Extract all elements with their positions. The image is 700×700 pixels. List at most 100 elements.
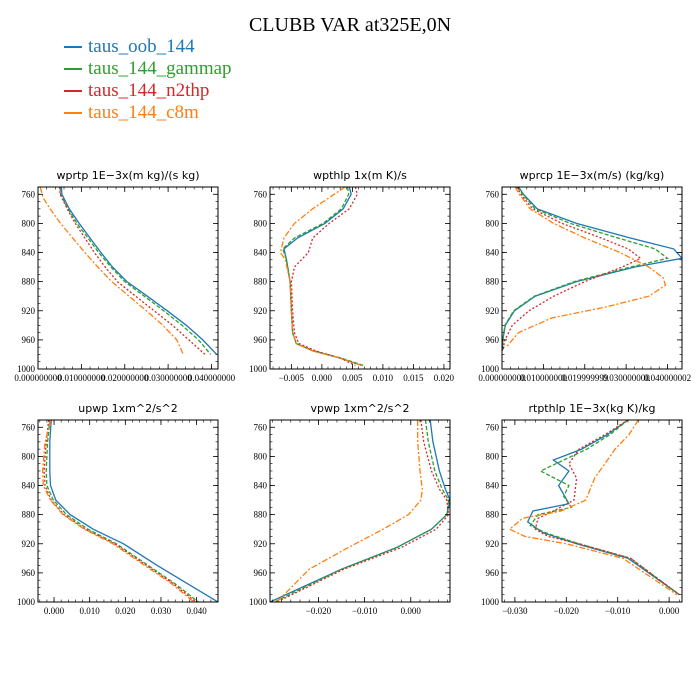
y-tick-label: 960	[486, 568, 500, 578]
x-tick-label: 0.000000000	[478, 373, 526, 383]
series-group	[502, 187, 682, 351]
y-tick-label: 760	[254, 189, 268, 199]
series-line-taus_144_n2thp	[502, 187, 642, 351]
chart-main-title: CLUBB VAR at325E,0N	[248, 14, 452, 36]
y-tick-label: 880	[254, 277, 268, 287]
x-tick-label: 0.005	[342, 373, 363, 383]
x-tick-label: 0.000	[312, 373, 333, 383]
subplot: wprtp 1E−3x(m kg)/(s kg) 760 800 840 880 920 9…	[14, 169, 235, 383]
y-tick-label: 1000	[249, 364, 268, 374]
legend-line-swatch	[64, 112, 82, 114]
y-tick-label: 760	[486, 189, 500, 199]
y-tick-label: 1000	[17, 364, 36, 374]
subplot-title: vpwp 1xm^2/s^2	[310, 402, 409, 415]
series-group	[41, 420, 218, 602]
x-tick-label: −0.020	[554, 606, 580, 616]
subplot: wpthlp 1x(m K)/s 760 800 840 880 920 960 1000 −0…	[249, 169, 455, 383]
legend-label: taus_144_n2thp	[88, 80, 210, 101]
series-group	[270, 420, 450, 602]
x-tick-label: −0.010	[605, 606, 631, 616]
legend: taus_oob_144 taus_144_gammap taus_144_n2…	[64, 36, 232, 124]
y-tick-label: 840	[486, 248, 500, 258]
series-line-taus_144_c8m	[41, 420, 195, 602]
x-tick-label: 0.000	[659, 606, 680, 616]
x-tick-label: −0.005	[279, 373, 305, 383]
plot-frame	[269, 419, 451, 603]
y-tick-label: 840	[254, 248, 268, 258]
y-tick-label: 960	[22, 335, 36, 345]
series-line-taus_oob_144	[283, 187, 362, 367]
legend-item: taus_oob_144	[64, 36, 232, 58]
series-line-taus_144_gammap	[59, 187, 212, 355]
plot-frame	[269, 186, 451, 370]
series-line-taus_144_c8m	[39, 187, 184, 355]
x-tick-label: 0.019999999	[561, 373, 609, 383]
x-tick-label: 0.020000000	[101, 373, 149, 383]
y-tick-label: 800	[254, 451, 268, 461]
x-tick-label: 0.030	[151, 606, 172, 616]
y-tick-label: 880	[22, 510, 36, 520]
legend-label: taus_144_gammap	[88, 58, 232, 79]
y-tick-label: 840	[486, 481, 500, 491]
plot-frame	[37, 186, 219, 370]
series-group	[39, 187, 218, 355]
legend-item: taus_144_c8m	[64, 102, 232, 124]
y-tick-label: 880	[486, 277, 500, 287]
y-tick-label: 920	[486, 306, 500, 316]
x-tick-label: 0.040000000	[188, 373, 236, 383]
legend-line-swatch	[64, 68, 82, 70]
x-tick-label: 0.040	[186, 606, 207, 616]
y-tick-label: 960	[254, 335, 268, 345]
series-line-taus_144_gammap	[529, 420, 680, 596]
legend-line-swatch	[64, 90, 82, 92]
y-tick-label: 840	[22, 481, 36, 491]
plot-frame	[501, 186, 683, 370]
series-line-taus_144_n2thp	[534, 420, 680, 596]
series-line-taus_144_gammap	[502, 187, 669, 351]
y-tick-label: 920	[254, 306, 268, 316]
x-tick-label: 0.000000000	[14, 373, 62, 383]
y-tick-label: 800	[254, 218, 268, 228]
plot-frame	[37, 419, 219, 603]
legend-label: taus_144_c8m	[88, 102, 199, 123]
subplot-title: wprcp 1E−3x(m/s) (kg/kg)	[520, 169, 665, 182]
y-tick-label: 960	[486, 335, 500, 345]
legend-item: taus_144_n2thp	[64, 80, 232, 102]
subplot-title: rtpthlp 1E−3x(kg K)/kg	[528, 402, 655, 415]
x-tick-label: 0.000	[44, 606, 65, 616]
subplot: wprcp 1E−3x(m/s) (kg/kg) 760 800 840 880 920 9…	[478, 169, 691, 383]
y-tick-label: 1000	[17, 597, 36, 607]
series-line-taus_144_c8m	[276, 420, 423, 602]
y-tick-label: 760	[486, 422, 500, 432]
x-tick-label: 0.010	[80, 606, 101, 616]
y-tick-label: 760	[22, 422, 36, 432]
legend-item: taus_144_gammap	[64, 58, 232, 80]
y-tick-label: 920	[486, 539, 500, 549]
x-tick-label: 0.010000000	[520, 373, 568, 383]
series-line-taus_144_n2thp	[43, 420, 197, 602]
x-tick-label: 0.020	[434, 373, 455, 383]
y-tick-label: 920	[22, 306, 36, 316]
y-tick-label: 880	[486, 510, 500, 520]
y-tick-label: 1000	[249, 597, 268, 607]
y-tick-label: 760	[254, 422, 268, 432]
y-tick-label: 880	[22, 277, 36, 287]
y-tick-label: 760	[22, 189, 36, 199]
subplot-title: wpthlp 1x(m K)/s	[313, 169, 407, 182]
subplot-title: upwp 1xm^2/s^2	[78, 402, 178, 415]
plot-frame	[501, 419, 683, 603]
series-line-taus_144_c8m	[505, 187, 667, 348]
series-line-taus_oob_144	[270, 420, 450, 602]
x-tick-label: 0.040000002	[644, 373, 691, 383]
series-line-taus_144_n2thp	[290, 187, 358, 366]
x-tick-label: 0.020	[115, 606, 136, 616]
x-tick-label: −0.020	[306, 606, 332, 616]
legend-label: taus_oob_144	[88, 36, 195, 57]
y-tick-label: 800	[22, 451, 36, 461]
series-line-taus_oob_144	[526, 420, 680, 596]
series-line-taus_144_c8m	[508, 420, 678, 596]
subplot-title: wprtp 1E−3x(m kg)/(s kg)	[57, 169, 200, 182]
y-tick-label: 840	[254, 481, 268, 491]
x-tick-label: 0.010	[373, 373, 394, 383]
